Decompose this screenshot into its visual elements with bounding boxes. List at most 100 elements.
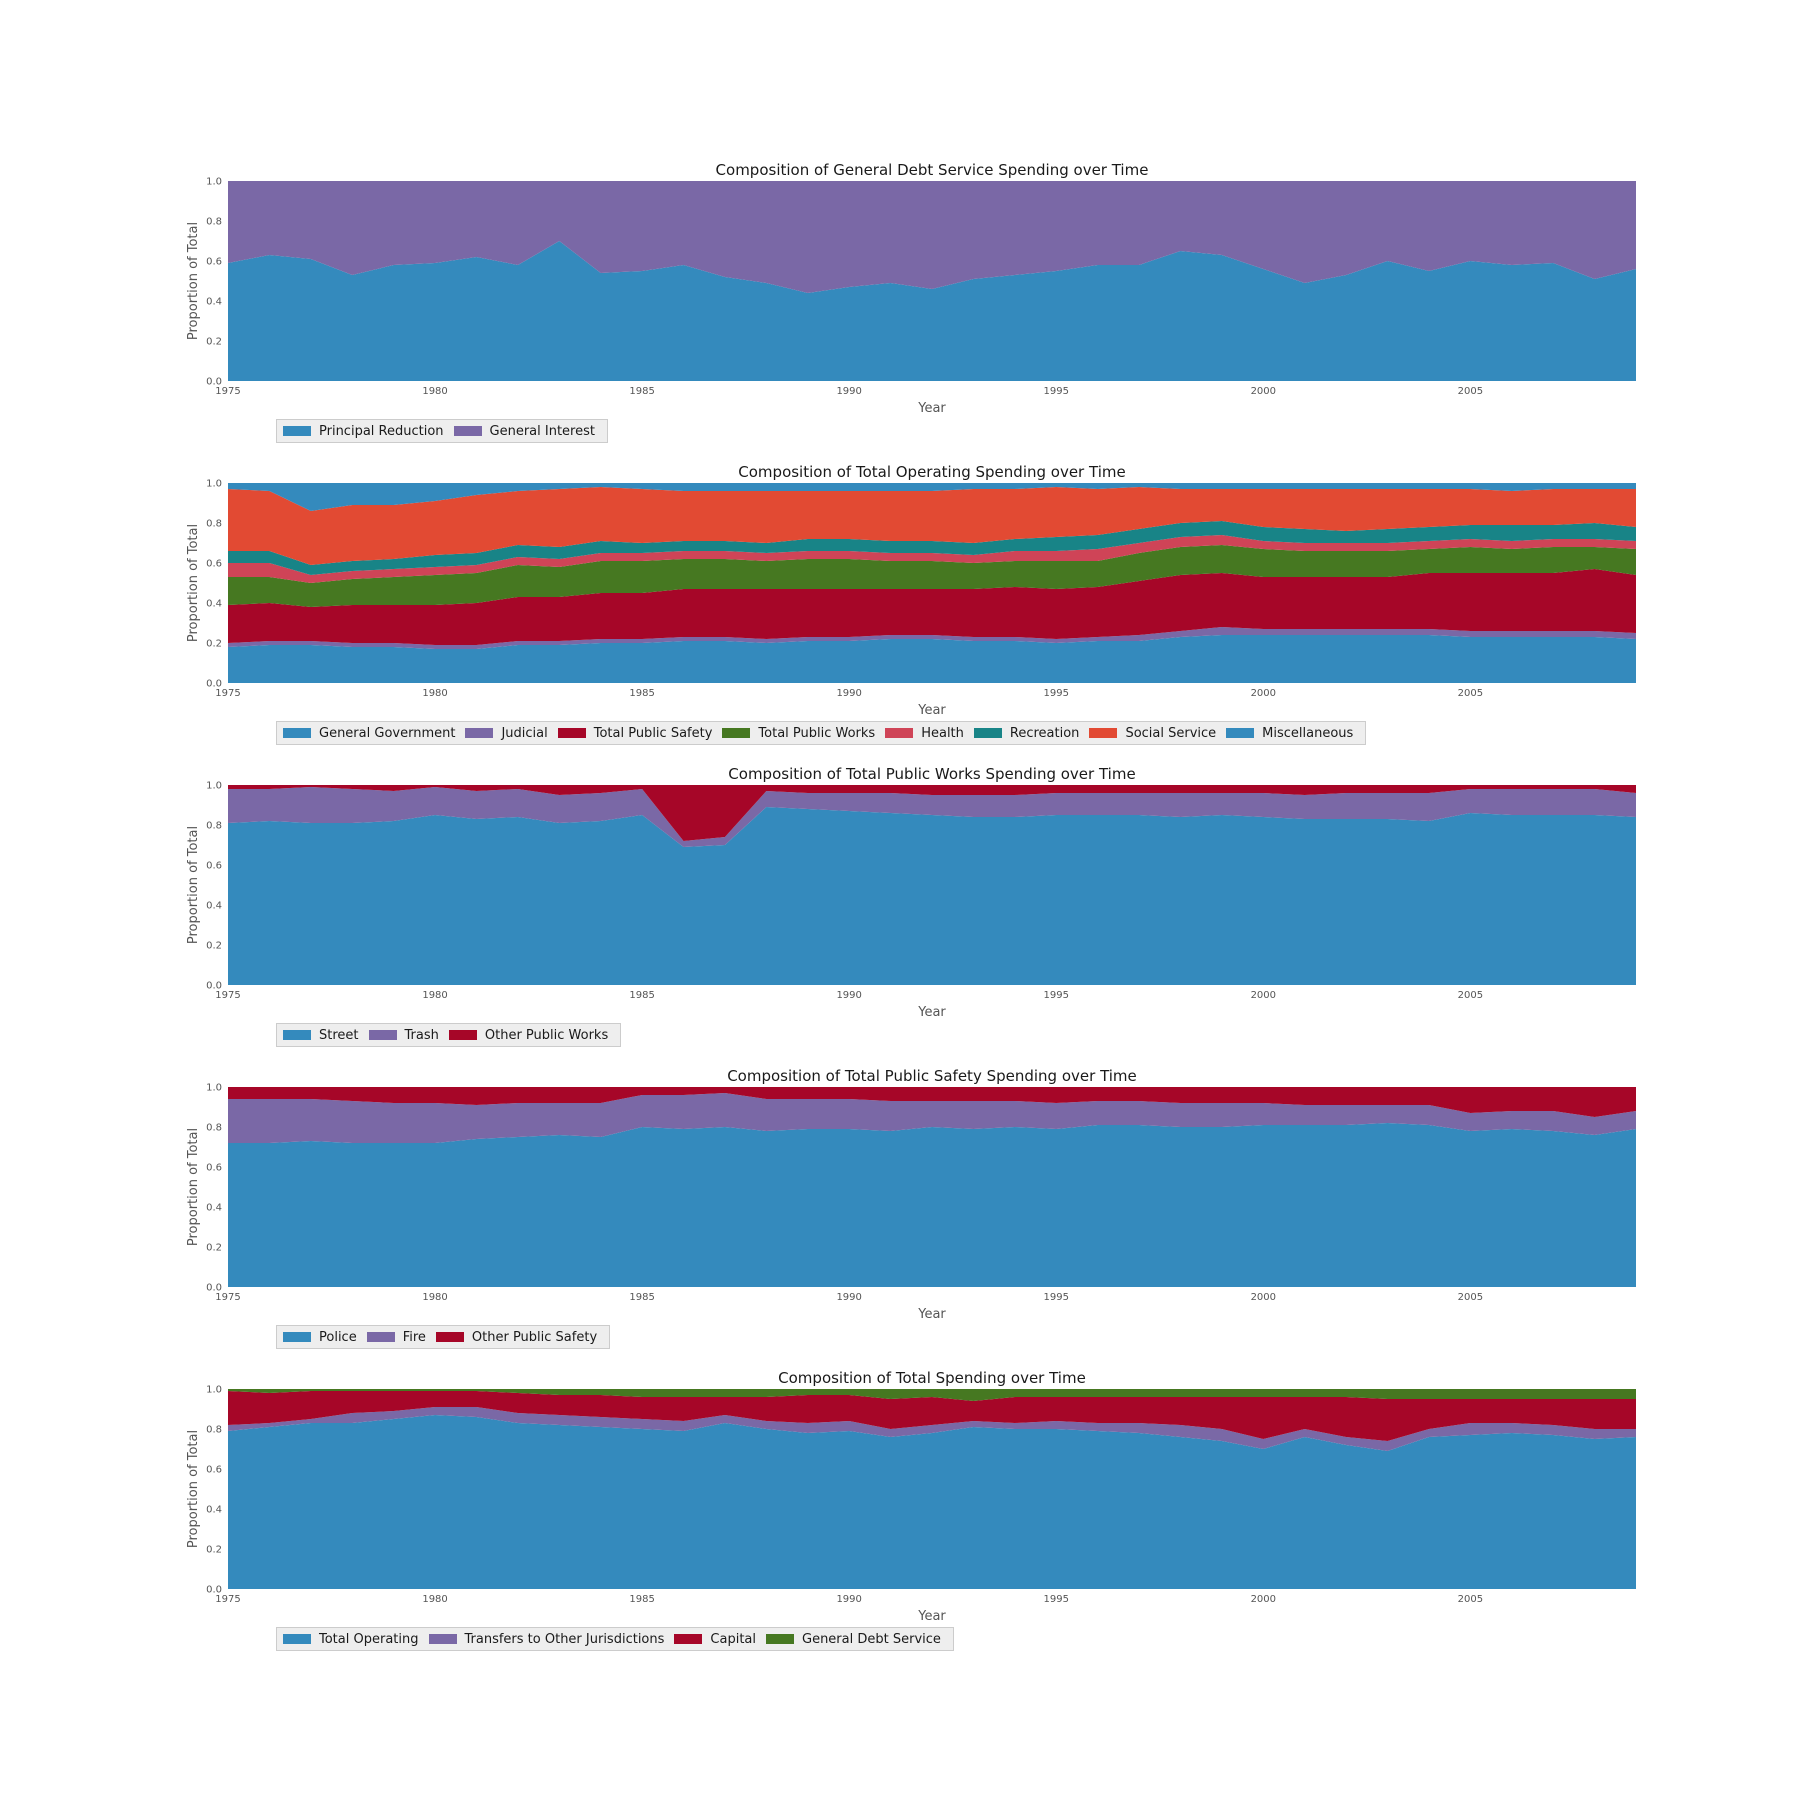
x-tick-label: 1990 — [836, 1292, 861, 1303]
y-tick-label: 0.0 — [206, 377, 222, 388]
x-axis-label: Year — [917, 703, 946, 718]
x-tick-label: 1975 — [215, 688, 240, 699]
y-tick-label: 0.8 — [206, 519, 222, 530]
x-tick-label: 1980 — [422, 1594, 447, 1605]
legend-item-other-public-works: Other Public Works — [448, 1028, 608, 1043]
legend-item-judicial: Judicial — [465, 726, 548, 741]
legend-label: Total Public Works — [758, 725, 876, 741]
chart-legend: Principal Reduction General Interest — [276, 419, 608, 443]
legend-swatch — [557, 728, 586, 738]
y-tick-label: 0.6 — [206, 1465, 222, 1476]
y-tick-label: 0.2 — [206, 1545, 222, 1556]
x-tick-label: 1990 — [836, 386, 861, 397]
y-tick-label: 0.4 — [206, 1505, 222, 1516]
legend-label: Recreation — [1009, 725, 1080, 741]
area-series-total-public-works — [228, 545, 1636, 607]
legend-label: Capital — [710, 1631, 756, 1647]
x-tick-label: 2000 — [1251, 386, 1276, 397]
y-tick-label: 1.0 — [206, 1385, 222, 1396]
chart-legend: General Government Judicial Total Public S… — [276, 721, 1367, 745]
legend-item-general-government: General Government — [283, 726, 455, 741]
legend-item-capital: Capital — [674, 1632, 756, 1647]
area-series-principal-reduction — [228, 241, 1636, 381]
y-tick-label: 0.2 — [206, 639, 222, 650]
x-tick-label: 1990 — [836, 990, 861, 1001]
y-tick-label: 0.8 — [206, 821, 222, 832]
y-tick-label: 0.2 — [206, 337, 222, 348]
legend-swatch — [283, 728, 311, 738]
y-tick-label: 1.0 — [206, 781, 222, 792]
y-tick-label: 0.4 — [206, 901, 222, 912]
area-series-judicial — [228, 627, 1636, 649]
legend-label: Health — [921, 725, 964, 741]
legend-label: Principal Reduction — [319, 423, 444, 439]
legend-swatch — [428, 1634, 457, 1644]
legend-item-transfers-to-other-jurisdictions: Transfers to Other Jurisdictions — [428, 1632, 664, 1647]
legend-item-general-debt-service: General Debt Service — [766, 1632, 941, 1647]
y-tick-label: 0.0 — [206, 981, 222, 992]
legend-item-total-public-works: Total Public Works — [722, 726, 875, 741]
legend-swatch — [453, 426, 482, 436]
legend-item-fire: Fire — [366, 1330, 426, 1345]
y-tick-label: 0.2 — [206, 1243, 222, 1254]
legend-swatch — [973, 728, 1002, 738]
area-series-transfers-to-other-jurisdictions — [228, 1407, 1636, 1451]
y-tick-label: 0.0 — [206, 1283, 222, 1294]
y-axis-label: Proportion of Total — [186, 826, 201, 944]
y-tick-label: 0.6 — [206, 257, 222, 268]
legend-item-health: Health — [885, 726, 964, 741]
x-tick-label: 1995 — [1044, 990, 1069, 1001]
legend-swatch — [435, 1332, 464, 1342]
x-tick-label: 1975 — [215, 1594, 240, 1605]
area-series-total-operating — [228, 1415, 1636, 1589]
y-tick-label: 0.0 — [206, 1585, 222, 1596]
legend-swatch — [448, 1030, 477, 1040]
chart-legend: Total Operating Transfers to Other Jurisd… — [276, 1627, 954, 1651]
legend-label: General Government — [319, 725, 456, 741]
x-tick-label: 1980 — [422, 990, 447, 1001]
y-axis-label: Proportion of Total — [186, 1430, 201, 1548]
chart-title: Composition of Total Operating Spending … — [738, 463, 1125, 481]
area-series-recreation — [228, 521, 1636, 575]
y-tick-label: 0.0 — [206, 679, 222, 690]
area-series-other-public-works — [228, 785, 1636, 841]
chart-title: Composition of Total Public Works Spendi… — [728, 765, 1135, 783]
y-axis-label: Proportion of Total — [186, 1128, 201, 1246]
area-series-general-interest — [228, 181, 1636, 293]
area-series-police — [228, 1123, 1636, 1287]
x-tick-label: 1985 — [629, 1594, 654, 1605]
legend-label: Trash — [404, 1027, 439, 1043]
legend-swatch — [465, 728, 494, 738]
legend-item-total-operating: Total Operating — [283, 1632, 419, 1647]
x-tick-label: 2005 — [1458, 688, 1483, 699]
x-tick-label: 1990 — [836, 688, 861, 699]
y-tick-label: 1.0 — [206, 479, 222, 490]
y-tick-label: 0.6 — [206, 559, 222, 570]
legend-swatch — [1089, 728, 1118, 738]
y-axis-label: Proportion of Total — [186, 222, 201, 340]
legend-label: Street — [319, 1027, 359, 1043]
chart-legend: Street Trash Other Public Works — [276, 1023, 622, 1047]
x-tick-label: 1975 — [215, 1292, 240, 1303]
legend-swatch — [1226, 728, 1255, 738]
x-tick-label: 1995 — [1044, 1594, 1069, 1605]
area-series-other-public-safety — [228, 1087, 1636, 1117]
area-series-trash — [228, 787, 1636, 847]
legend-item-miscellaneous: Miscellaneous — [1226, 726, 1353, 741]
legend-label: Total Public Safety — [593, 725, 713, 741]
x-tick-label: 2000 — [1251, 1594, 1276, 1605]
area-series-fire — [228, 1093, 1636, 1143]
legend-swatch — [368, 1030, 397, 1040]
x-tick-label: 1980 — [422, 688, 447, 699]
legend-swatch — [722, 728, 751, 738]
legend-item-general-interest: General Interest — [453, 424, 595, 439]
x-tick-label: 1985 — [629, 688, 654, 699]
area-series-street — [228, 807, 1636, 985]
area-series-miscellaneous — [228, 483, 1636, 511]
x-axis-label: Year — [917, 1307, 946, 1322]
x-tick-label: 1995 — [1044, 386, 1069, 397]
